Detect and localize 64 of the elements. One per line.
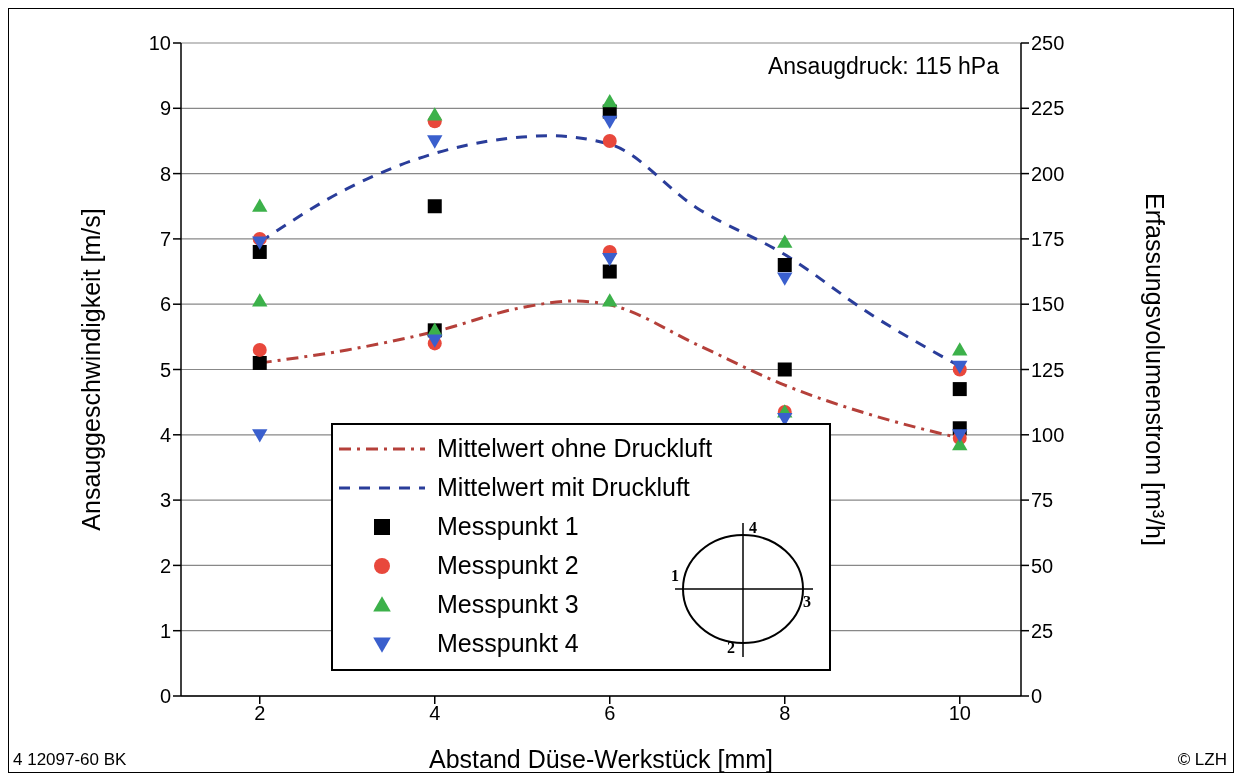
point xyxy=(252,429,268,443)
y-tick-label: 6 xyxy=(159,293,171,316)
x-tick-label: 2 xyxy=(254,702,266,725)
y2-tick-label: 150 xyxy=(1031,293,1065,316)
point xyxy=(602,115,618,130)
x-tick-label: 6 xyxy=(604,702,616,725)
y-tick-label: 3 xyxy=(159,489,171,512)
legend-label: Mittelwert ohne Druckluft xyxy=(437,434,713,463)
point xyxy=(602,133,617,148)
y-tick-label: 4 xyxy=(159,423,171,446)
text: 4 12097-60 BK xyxy=(13,750,127,770)
y-tick-label: 1 xyxy=(159,619,171,642)
y2-tick-label: 125 xyxy=(1031,358,1065,381)
point xyxy=(952,342,968,356)
point xyxy=(602,264,617,279)
point xyxy=(602,252,618,267)
x-tick-label: 10 xyxy=(948,702,971,725)
point xyxy=(252,355,267,370)
legend-label: Messpunkt 3 xyxy=(437,590,579,619)
point xyxy=(252,244,267,259)
point xyxy=(252,236,268,250)
y2-tick-label: 200 xyxy=(1031,162,1065,185)
y2-tick-label: 100 xyxy=(1031,423,1065,446)
point xyxy=(427,199,442,214)
x-axis-title: Abstand Düse-Werkstück [mm] xyxy=(428,745,774,773)
y2-tick-label: 225 xyxy=(1031,97,1065,120)
y-tick-label: 8 xyxy=(159,162,171,185)
point xyxy=(252,342,267,357)
point xyxy=(952,382,967,397)
annotation: Ansaugdruck: 115 hPa xyxy=(767,53,999,80)
point xyxy=(777,272,793,286)
point xyxy=(252,293,268,307)
point xyxy=(777,258,792,273)
y2-tick-label: 175 xyxy=(1031,228,1065,250)
y2-tick-label: 0 xyxy=(1031,685,1043,708)
point xyxy=(777,234,793,248)
y-tick-label: 5 xyxy=(159,358,171,381)
y2-tick-label: 250 xyxy=(1031,32,1065,55)
legend-label: Mittelwert mit Druckluft xyxy=(437,473,690,502)
y2-tick-label: 50 xyxy=(1031,554,1054,577)
point xyxy=(602,293,618,307)
point xyxy=(252,198,268,212)
point xyxy=(427,135,443,149)
point xyxy=(427,107,443,121)
y2-tick-label: 25 xyxy=(1031,619,1054,642)
x-tick-label: 8 xyxy=(779,702,791,725)
annotation: 1 xyxy=(671,567,679,584)
point xyxy=(602,94,618,108)
y-tick-label: 0 xyxy=(159,685,171,708)
text: © LZH xyxy=(1177,750,1227,770)
annotation: 4 xyxy=(749,519,757,536)
y2-axis-title: Erfassungsvolumenstrom [m³/h] xyxy=(1141,193,1170,546)
y-tick-label: 2 xyxy=(159,554,171,577)
y-axis-title: Ansauggeschwindigkeit [m/s] xyxy=(76,208,105,531)
y-tick-label: 10 xyxy=(148,32,171,55)
y-tick-label: 7 xyxy=(159,228,171,250)
y2-tick-label: 75 xyxy=(1031,489,1054,512)
x-tick-label: 4 xyxy=(429,702,441,725)
point xyxy=(777,362,792,377)
y-tick-label: 9 xyxy=(159,97,171,120)
annotation: 3 xyxy=(803,593,811,610)
legend-label: Messpunkt 1 xyxy=(437,512,579,541)
legend-label: Messpunkt 2 xyxy=(437,551,579,580)
legend-label: Messpunkt 4 xyxy=(437,629,579,658)
